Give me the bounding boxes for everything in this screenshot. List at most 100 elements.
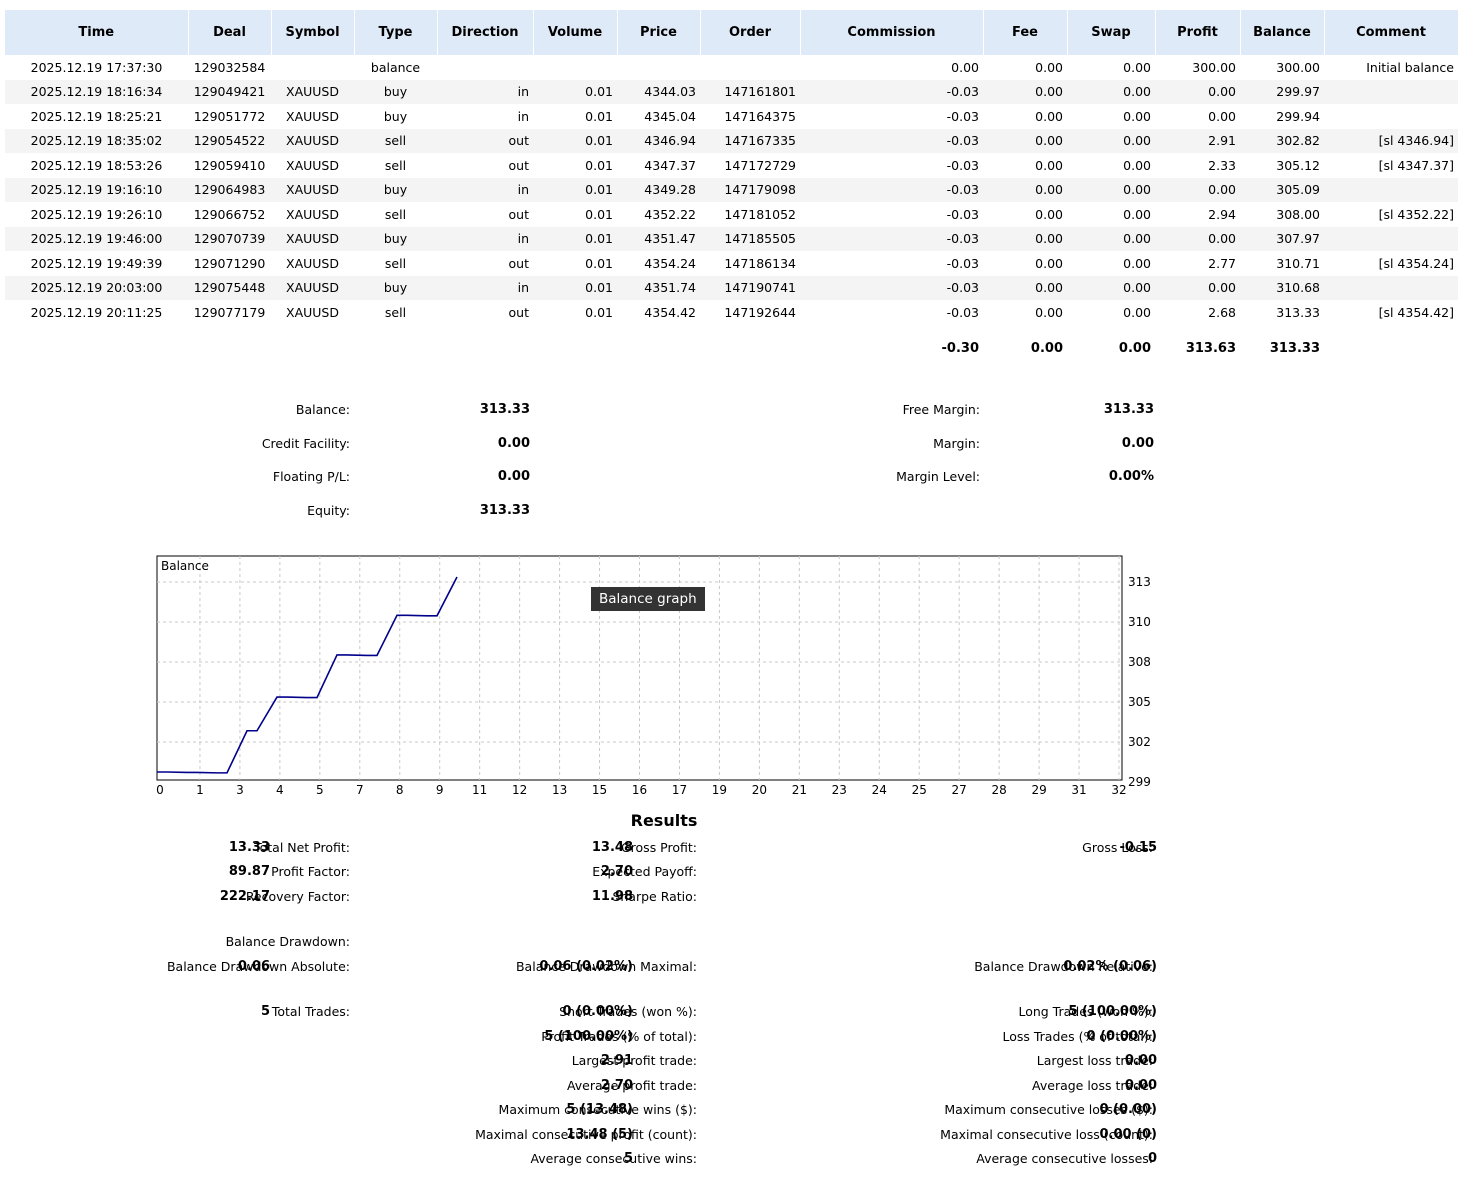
column-header: Fee [983, 10, 1068, 55]
table-cell: out [508, 304, 529, 320]
credit-label: Credit Facility: [261, 436, 350, 451]
table-cell: 4354.42 [644, 304, 696, 320]
table-cell: 302.82 [1240, 128, 1324, 153]
table-cell: 310.71 [1276, 255, 1320, 271]
total-swap: 0.00 [1067, 324, 1155, 373]
total-balance: 313.33 [1240, 324, 1324, 373]
table-cell: 2025.12.19 19:49:39 [30, 255, 163, 271]
column-header: Profit [1155, 10, 1241, 55]
x-tick-label: 3 [236, 783, 244, 797]
table-cell: 0.00 [983, 275, 1067, 300]
table-cell [700, 55, 800, 80]
gross-profit-value: 13.48 [591, 840, 633, 855]
balance-graph-tooltip: Balance graph [591, 587, 705, 611]
column-header: Comment [1324, 10, 1459, 55]
table-cell: 0.00 [983, 177, 1067, 202]
table-cell: XAUUSD [286, 108, 339, 124]
profit-factor-label: Profit Factor: [271, 864, 350, 879]
x-tick-label: 17 [672, 783, 687, 797]
table-cell: 305.12 [1276, 157, 1320, 173]
table-cell: -0.03 [946, 206, 979, 222]
equity-label: Equity: [307, 503, 350, 518]
total-trades-value: 5 [260, 1004, 270, 1019]
table-cell: [sl 4352.22] [1378, 206, 1454, 222]
table-cell: in [437, 275, 533, 300]
table-cell: -0.03 [946, 108, 979, 124]
table-cell: 307.97 [1240, 226, 1324, 251]
bd-label: Balance Drawdown: [225, 934, 350, 949]
table-cell: 147192644 [724, 304, 796, 320]
column-header: Order [700, 10, 801, 55]
table-cell: 2025.12.19 18:35:02 [5, 128, 188, 153]
table-cell: 0.00 [983, 226, 1067, 251]
maximal-cons-profit-label: Maximal consecutive profit (count): [475, 1127, 697, 1142]
column-header: Price [617, 10, 701, 55]
avg-cons-wins-value: 5 [623, 1151, 633, 1166]
floating-label: Floating P/L: [272, 469, 350, 484]
avg-loss-value: 0.00 [1124, 1078, 1157, 1093]
table-cell: 0.01 [585, 255, 613, 271]
table-cell: 2025.12.19 18:53:26 [30, 157, 163, 173]
table-cell: -0.03 [800, 128, 983, 153]
table-row: 2025.12.19 18:35:02 129054522 XAUUSD sell ou… [5, 128, 1458, 153]
gross-profit-label: Gross Profit: [620, 840, 697, 855]
table-cell: 147164375 [724, 108, 796, 124]
table-cell: -0.03 [800, 226, 983, 251]
total-profit: 313.63 [1155, 324, 1240, 373]
table-cell: 129077179 [193, 304, 266, 320]
table-cell: XAUUSD [271, 177, 354, 202]
margin-level-label: Margin Level: [896, 469, 980, 484]
table-cell: -0.03 [800, 177, 983, 202]
equity-value: 313.33 [479, 503, 530, 518]
profit-trades-label: Profit Trades (% of total): [541, 1029, 697, 1044]
table-cell: 0.00 [1067, 177, 1155, 202]
largest-profit-label: Largest profit trade: [571, 1053, 697, 1068]
column-header: Direction [437, 10, 534, 55]
table-cell: sell [354, 128, 437, 153]
x-tick-label: 19 [712, 783, 727, 797]
free-margin-value: 313.33 [1103, 402, 1154, 417]
table-cell: XAUUSD [286, 206, 339, 222]
table-cell: 4347.37 [644, 157, 696, 173]
column-header: Deal [188, 10, 272, 55]
table-cell: out [437, 128, 533, 153]
table-cell: 0.00 [983, 128, 1067, 153]
column-header: Swap [1067, 10, 1156, 55]
table-cell: XAUUSD [271, 275, 354, 300]
avg-profit-value: 2.70 [600, 1078, 633, 1093]
table-cell: 147161801 [700, 79, 800, 104]
table-cell: 0.01 [533, 79, 617, 104]
x-tick-label: 21 [792, 783, 807, 797]
table-cell: 0.00 [1035, 206, 1063, 222]
short-value: 0 (0.00%) [562, 1004, 633, 1019]
table-cell: in [437, 79, 533, 104]
table-cell: 0.00 [1067, 275, 1155, 300]
table-cell: [sl 4346.94] [1324, 128, 1458, 153]
table-cell: 147172729 [724, 157, 796, 173]
table-cell: 308.00 [1276, 206, 1320, 222]
table-cell: Initial balance [1366, 59, 1454, 75]
table-cell: buy [354, 226, 437, 251]
recovery-factor-value: 222.17 [219, 889, 270, 904]
x-tick-label: 25 [912, 783, 927, 797]
gross-loss-value: -0.15 [1119, 840, 1157, 855]
table-cell: 129059410 [193, 157, 266, 173]
table-cell: 0.01 [585, 157, 613, 173]
y-tick-label: 302 [1128, 735, 1151, 749]
table-cell: 300.00 [1276, 59, 1320, 75]
y-tick-label: 299 [1128, 775, 1151, 789]
table-cell: XAUUSD [286, 304, 339, 320]
table-cell: [sl 4354.24] [1378, 255, 1454, 271]
table-cell: 129075448 [188, 275, 271, 300]
table-cell: 0.00 [1123, 59, 1151, 75]
table-cell: -0.03 [946, 255, 979, 271]
table-cell: 0.00 [1035, 304, 1063, 320]
table-cell: 2025.12.19 17:37:30 [30, 59, 163, 75]
avg-profit-label: Average profit trade: [566, 1078, 697, 1093]
table-row: 2025.12.19 19:46:00 129070739 XAUUSD buy in 0… [5, 226, 1458, 251]
bd-max-value: 0.06 (0.02%) [539, 959, 633, 974]
floating-value: 0.00 [497, 469, 530, 484]
table-cell: [sl 4354.42] [1378, 304, 1454, 320]
table-cell: 4345.04 [644, 108, 696, 124]
table-cell: 0.00 [1035, 59, 1063, 75]
